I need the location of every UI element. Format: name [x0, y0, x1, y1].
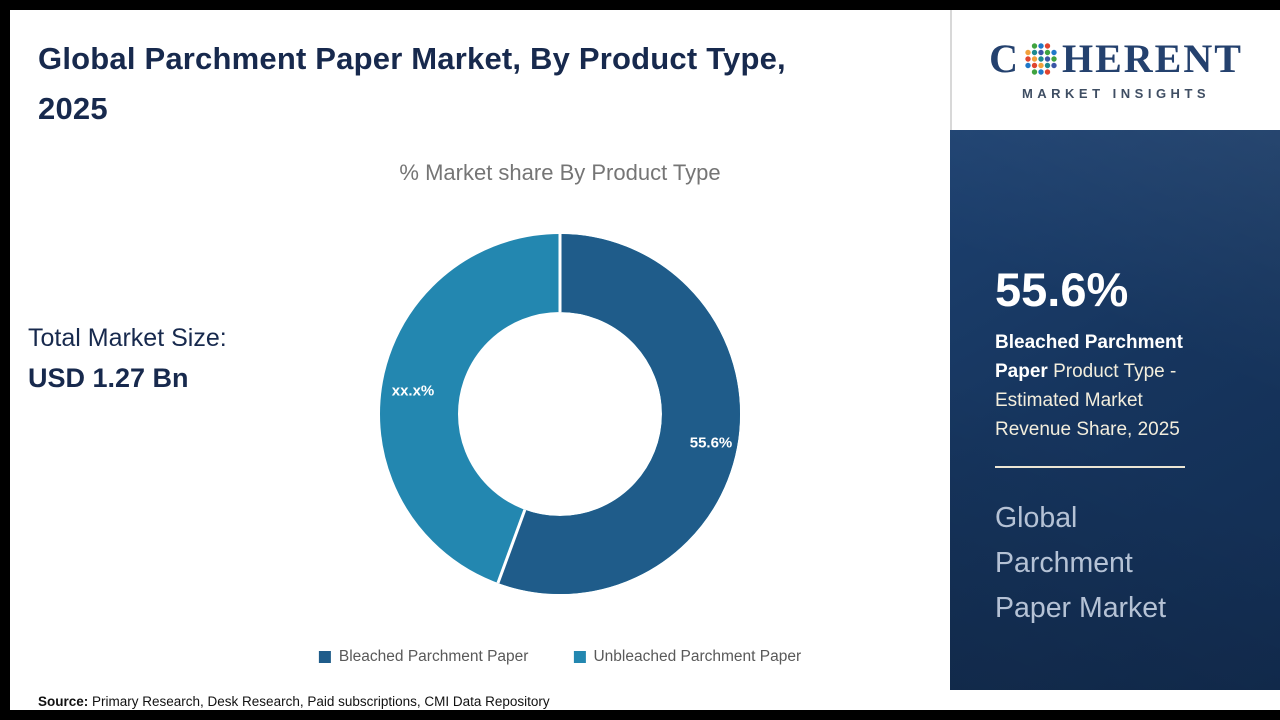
panel-stat-value: 55.6% — [995, 263, 1129, 316]
globe-dots-logo-icon — [1025, 43, 1057, 75]
logo-text-suffix: HERENT — [1061, 36, 1243, 81]
page-title: Global Parchment Paper Market, By Produc… — [38, 41, 786, 126]
legend-swatch — [573, 651, 586, 663]
panel-description-rest: Product Type - Estimated Market Revenue … — [995, 360, 1180, 440]
panel-market-name: Global Parchment Paper Market — [995, 501, 1167, 624]
segment-divider-mid — [496, 509, 527, 584]
brand-logo-tagline: MARKET INSIGHTS — [1021, 86, 1211, 101]
total-market-size: Total Market Size: USD 1.27 Bn — [28, 324, 227, 394]
brand-logo: C HERENT MARKET INSIGHTS — [950, 10, 1280, 130]
panel-description-bold: Bleached Parchment Paper — [995, 331, 1183, 382]
market-size-label: Total Market Size: — [28, 324, 227, 352]
legend-item-bleached: Bleached Parchment Paper — [318, 648, 529, 666]
source-label: Source: — [38, 694, 89, 709]
legend-swatch — [318, 651, 331, 663]
market-size-value: USD 1.27 Bn — [28, 363, 189, 393]
source-text: Primary Research, Desk Research, Paid su… — [88, 694, 550, 709]
donut-chart-svg — [380, 234, 740, 594]
donut-chart: 55.6% xx.x% — [378, 232, 742, 596]
panel-divider — [995, 465, 1185, 468]
legend-label: Bleached Parchment Paper — [338, 648, 529, 665]
brand-logo-name: C HERENT — [989, 39, 1243, 79]
slice-label-unbleached: xx.x% — [391, 382, 435, 400]
side-panel: C HERENT MARKET INSIGHTS 55.6% Bleached … — [950, 10, 1280, 710]
side-panel-body: 55.6% Bleached Parchment Paper Product T… — [950, 130, 1280, 690]
slice-label-bleached: 55.6% — [689, 434, 733, 452]
source-note: Source: Primary Research, Desk Research,… — [38, 694, 550, 709]
logo-text-prefix: C — [989, 36, 1020, 81]
chart-legend: Bleached Parchment Paper Unbleached Parc… — [318, 648, 801, 666]
panel-description: Bleached Parchment Paper Product Type - … — [995, 328, 1210, 444]
chart-subtitle: % Market share By Product Type — [399, 160, 721, 185]
legend-label: Unbleached Parchment Paper — [593, 648, 802, 665]
legend-item-unbleached: Unbleached Parchment Paper — [573, 648, 801, 666]
